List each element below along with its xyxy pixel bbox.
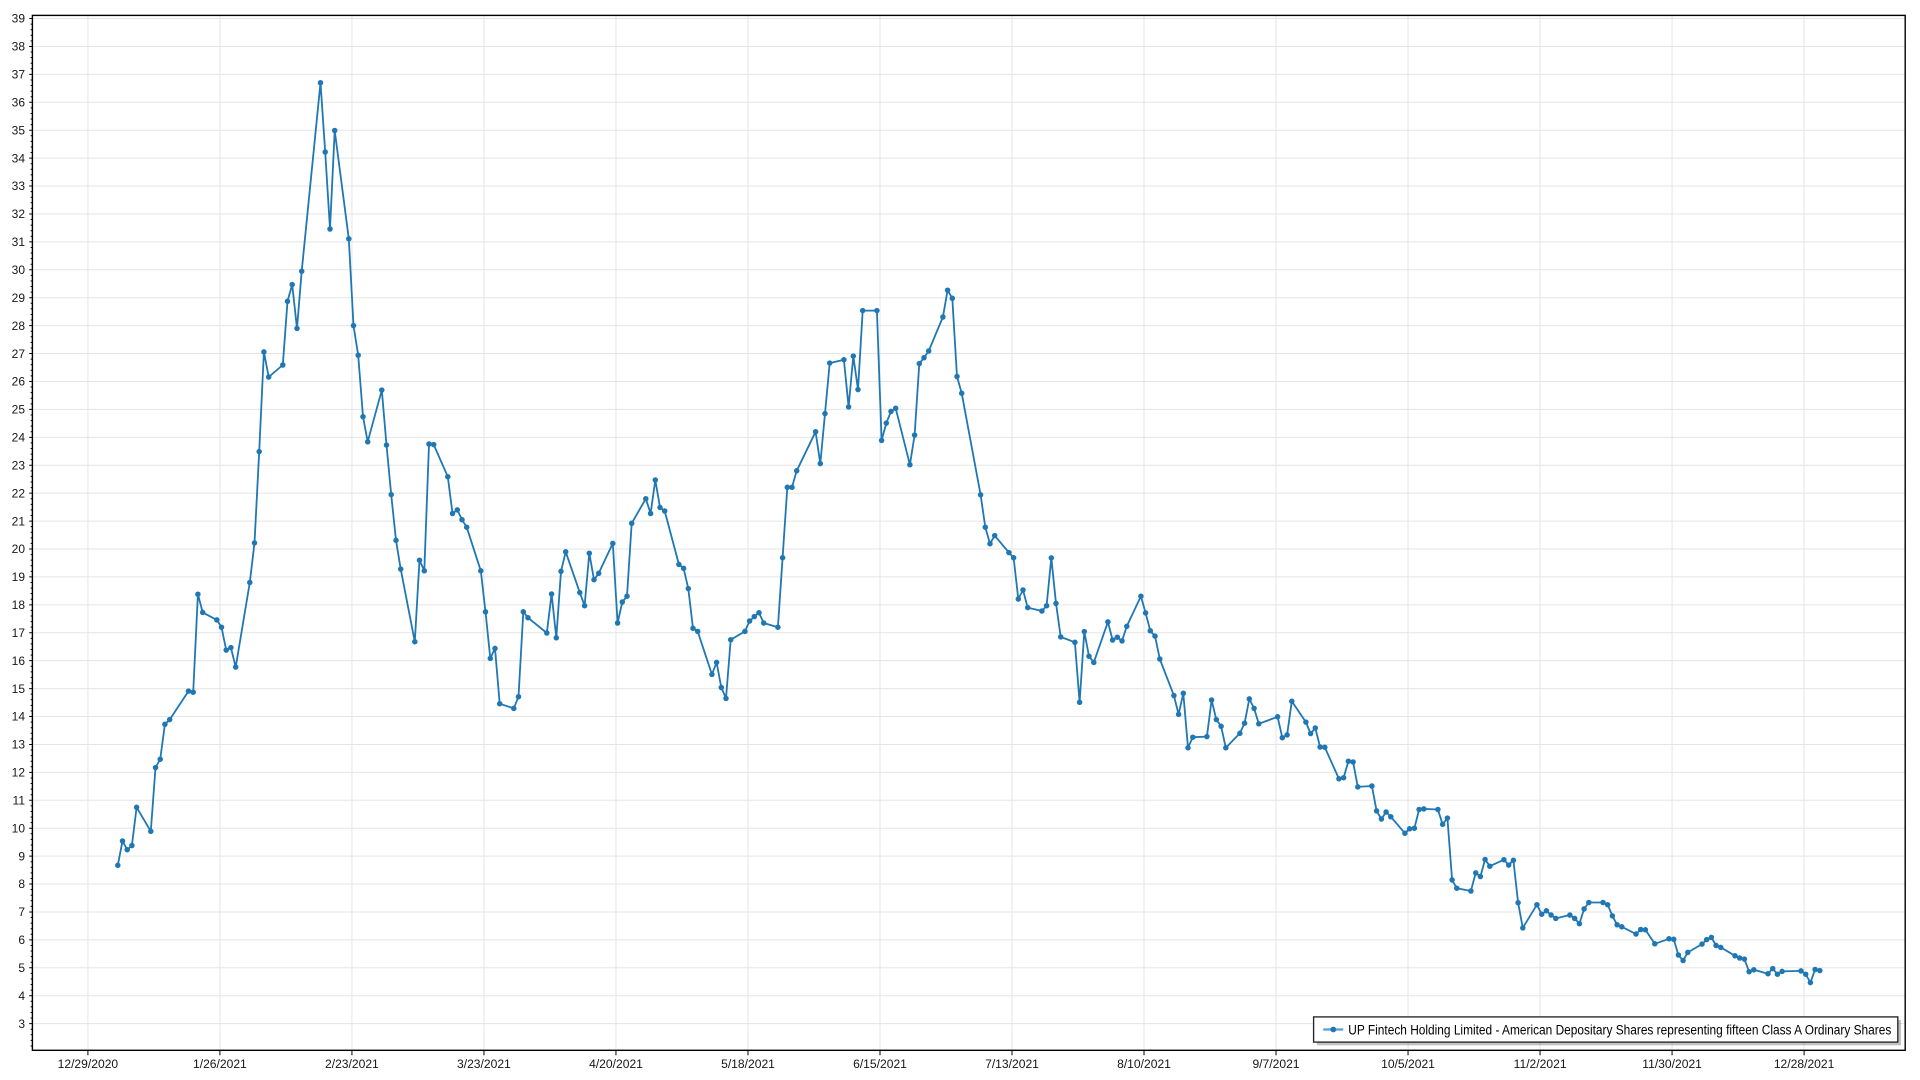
svg-text:21: 21 — [12, 514, 26, 528]
svg-text:7: 7 — [18, 905, 25, 919]
svg-text:32: 32 — [12, 207, 26, 221]
svg-text:31: 31 — [12, 235, 26, 249]
svg-text:18: 18 — [12, 598, 26, 612]
svg-text:11/2/2021: 11/2/2021 — [1514, 1057, 1567, 1071]
svg-text:11: 11 — [13, 794, 26, 808]
svg-text:26: 26 — [12, 375, 26, 389]
svg-text:5: 5 — [18, 961, 25, 975]
svg-text:25: 25 — [12, 403, 26, 417]
svg-text:14: 14 — [12, 710, 26, 724]
svg-text:36: 36 — [12, 96, 26, 110]
svg-text:30: 30 — [12, 263, 26, 277]
svg-text:37: 37 — [12, 68, 26, 82]
svg-text:20: 20 — [12, 542, 26, 556]
svg-text:8/10/2021: 8/10/2021 — [1117, 1057, 1171, 1071]
svg-text:24: 24 — [12, 431, 26, 445]
svg-text:12/29/2020: 12/29/2020 — [58, 1057, 119, 1071]
svg-text:19: 19 — [12, 570, 26, 584]
svg-text:5/18/2021: 5/18/2021 — [721, 1057, 775, 1071]
svg-text:39: 39 — [12, 12, 26, 26]
svg-text:38: 38 — [12, 40, 26, 54]
svg-text:UP Fintech Holding Limited - A: UP Fintech Holding Limited - American De… — [1348, 1022, 1891, 1038]
svg-text:12/28/2021: 12/28/2021 — [1774, 1057, 1835, 1071]
svg-text:12: 12 — [12, 766, 26, 780]
svg-text:1/26/2021: 1/26/2021 — [193, 1057, 247, 1071]
svg-text:9: 9 — [18, 849, 25, 863]
svg-text:3: 3 — [18, 1017, 25, 1031]
svg-text:4/20/2021: 4/20/2021 — [589, 1057, 643, 1071]
svg-text:13: 13 — [12, 738, 26, 752]
svg-text:8: 8 — [18, 877, 25, 891]
svg-text:22: 22 — [12, 486, 26, 500]
svg-text:35: 35 — [12, 123, 26, 137]
svg-text:6/15/2021: 6/15/2021 — [853, 1057, 907, 1071]
svg-text:28: 28 — [12, 319, 26, 333]
svg-text:27: 27 — [12, 347, 26, 361]
svg-text:9/7/2021: 9/7/2021 — [1252, 1057, 1299, 1071]
svg-text:10/5/2021: 10/5/2021 — [1381, 1057, 1435, 1071]
svg-text:15: 15 — [12, 682, 26, 696]
svg-text:29: 29 — [12, 291, 26, 305]
svg-text:16: 16 — [12, 654, 26, 668]
svg-text:4: 4 — [18, 989, 25, 1003]
svg-text:3/23/2021: 3/23/2021 — [457, 1057, 511, 1071]
svg-text:2/23/2021: 2/23/2021 — [325, 1057, 379, 1071]
svg-text:34: 34 — [12, 151, 26, 165]
svg-text:6: 6 — [18, 933, 25, 947]
svg-text:33: 33 — [12, 179, 26, 193]
svg-text:11/30/2021: 11/30/2021 — [1642, 1057, 1702, 1071]
svg-text:17: 17 — [12, 626, 26, 640]
svg-text:10: 10 — [12, 821, 26, 835]
svg-text:23: 23 — [12, 458, 26, 472]
svg-text:7/13/2021: 7/13/2021 — [985, 1057, 1039, 1071]
